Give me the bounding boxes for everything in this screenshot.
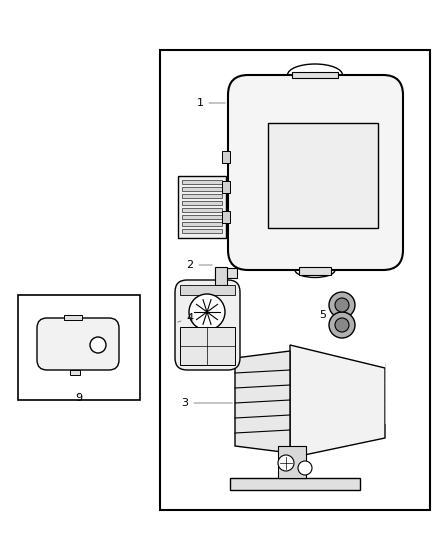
Bar [222,151,230,163]
Bar [182,222,222,226]
Circle shape [329,292,355,318]
Circle shape [335,298,349,312]
FancyBboxPatch shape [175,280,240,370]
Circle shape [278,455,294,471]
FancyBboxPatch shape [37,318,119,370]
Bar [182,215,222,219]
Circle shape [329,312,355,338]
Bar [230,478,360,490]
Bar [222,211,230,223]
FancyBboxPatch shape [228,75,403,270]
Bar [299,267,331,275]
Bar [182,194,222,198]
Bar [64,315,82,320]
Bar [182,201,222,205]
Bar [215,268,237,278]
Text: 3: 3 [181,398,232,408]
Bar [292,72,338,78]
Polygon shape [290,345,385,458]
Bar [268,123,378,228]
Bar [178,176,226,238]
Bar [215,267,227,285]
Bar [222,181,230,193]
Bar [70,370,80,375]
Polygon shape [235,351,290,453]
Text: 9: 9 [75,393,82,403]
Circle shape [90,337,106,353]
Circle shape [298,461,312,475]
Bar [180,327,235,365]
Text: 5: 5 [319,310,332,320]
Bar [18,295,140,400]
Bar [182,208,222,212]
Bar [160,50,430,510]
Text: 2: 2 [187,260,212,270]
Bar [182,187,222,191]
Text: 1: 1 [197,98,225,108]
Bar [278,446,306,478]
Circle shape [189,294,225,330]
Bar [182,180,222,184]
Text: 4: 4 [178,313,194,323]
Bar [182,229,222,233]
Circle shape [335,318,349,332]
Bar [180,285,235,295]
